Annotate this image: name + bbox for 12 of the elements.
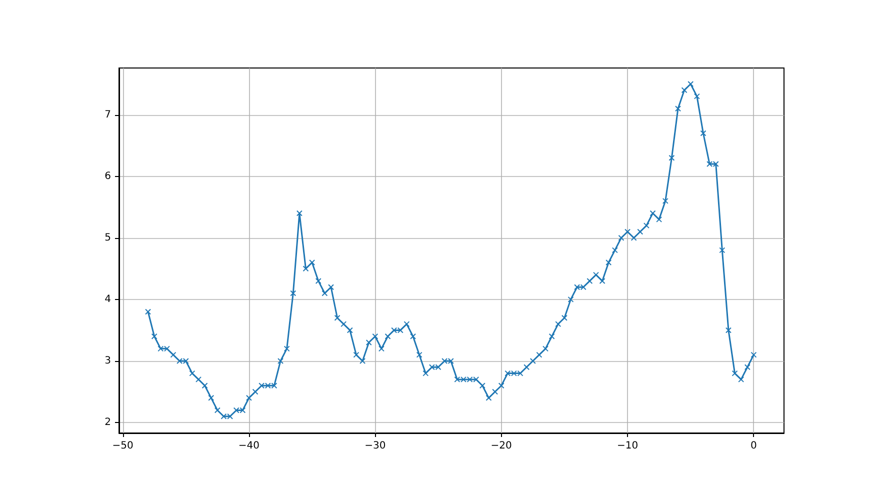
y-tick-label: 7 [104, 109, 111, 120]
x-tick-label: −10 [616, 440, 638, 452]
y-tick-label: 4 [104, 294, 111, 305]
x-tick-label: −40 [238, 440, 260, 452]
x-tick-label: −50 [112, 440, 134, 452]
y-tick-label: 3 [104, 355, 111, 366]
x-tick-label: 0 [750, 440, 757, 452]
x-tick-label: −20 [490, 440, 512, 452]
y-tick-label: 2 [104, 417, 111, 428]
y-tick-label: 6 [104, 170, 111, 182]
y-tick-label: 5 [104, 232, 111, 244]
x-tick-label: −30 [364, 440, 386, 452]
